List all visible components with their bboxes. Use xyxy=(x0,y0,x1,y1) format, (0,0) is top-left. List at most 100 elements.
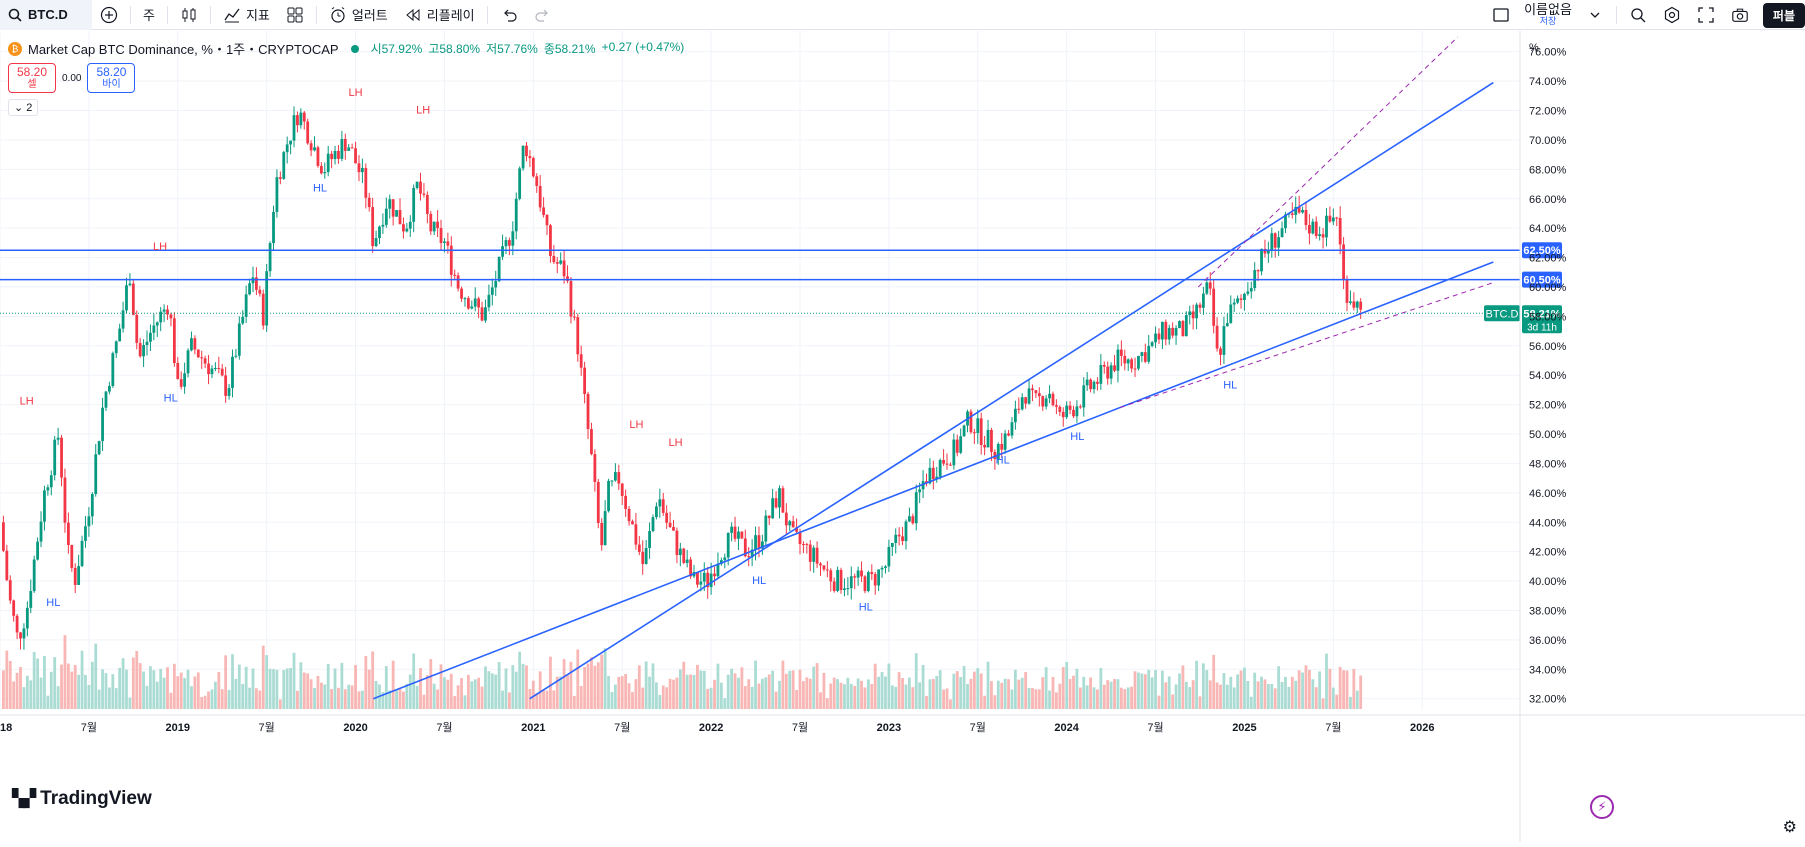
candle-body xyxy=(607,480,610,512)
candle-body xyxy=(521,145,525,169)
pivot-label: HL xyxy=(752,575,766,587)
volume-bar xyxy=(808,678,812,709)
volume-bar xyxy=(949,699,952,709)
countdown-label: 3d 11h xyxy=(1527,322,1557,333)
candle-body xyxy=(784,512,788,526)
candle-body xyxy=(111,353,115,386)
candle-body xyxy=(689,559,692,577)
indicators-collapse-button[interactable]: ⌄ 2 xyxy=(8,99,39,116)
candle-body xyxy=(856,570,860,578)
replay-button[interactable]: 리플레이 xyxy=(396,0,483,30)
indicators-button[interactable]: 지표 xyxy=(215,0,278,30)
candle-body xyxy=(1133,368,1137,370)
volume-bar xyxy=(514,671,518,709)
candle-body xyxy=(1041,396,1045,407)
candle-body xyxy=(1342,244,1345,280)
candle-body xyxy=(1024,397,1028,404)
volume-bar xyxy=(1345,670,1349,709)
candle-body xyxy=(22,628,26,639)
candle-body xyxy=(1345,279,1349,303)
pivot-label: LH xyxy=(669,437,683,449)
candle-body xyxy=(1181,321,1185,337)
candle-body xyxy=(631,521,634,525)
layout-toggle[interactable] xyxy=(1484,0,1518,30)
fullscreen-button[interactable] xyxy=(1689,0,1723,30)
candle-body xyxy=(316,147,320,166)
quick-search-button[interactable] xyxy=(1621,0,1655,30)
volume-bar xyxy=(186,669,190,709)
volume-bar xyxy=(1243,667,1246,709)
volume-bar xyxy=(1266,684,1270,709)
candle-body xyxy=(624,495,628,509)
bolt-icon[interactable]: ⚡ xyxy=(1590,795,1614,819)
volume-bar xyxy=(1075,668,1079,709)
candle-body xyxy=(576,317,580,355)
symbol-search[interactable]: BTC.D xyxy=(0,0,92,30)
candle-body xyxy=(1051,393,1055,406)
snapshot-button[interactable] xyxy=(1723,0,1757,30)
candle-body xyxy=(436,221,440,229)
tradingview-logo[interactable]: ▚▞ TradingView xyxy=(12,788,152,810)
layout-save[interactable]: 이름없음 저장 xyxy=(1518,3,1578,26)
candle-body xyxy=(644,547,648,564)
candle-body xyxy=(583,367,587,394)
candle-body xyxy=(795,527,798,532)
volume-bar xyxy=(70,671,74,709)
candle-body xyxy=(812,547,816,562)
candle-body xyxy=(1102,365,1106,367)
volume-bar xyxy=(569,661,573,709)
chart-canvas[interactable]: 62.50% 60.50% BTC.D 58.21% 3d 11h LH HL LH HL HL… xyxy=(0,31,1805,842)
compare-button[interactable] xyxy=(92,0,126,30)
pivot-labels: LH HL LH HL HL LH LH LH LH HL HL HL HL HL xyxy=(20,87,1238,614)
sell-button[interactable]: 58.20 셀 xyxy=(8,63,56,93)
volume-bar xyxy=(121,658,125,709)
buy-button[interactable]: 58.20 바이 xyxy=(87,63,136,93)
volume-bar xyxy=(343,689,347,709)
volume-bar xyxy=(959,677,963,709)
volume-bar xyxy=(1092,687,1096,709)
x-tick-label: 7월 xyxy=(614,721,630,734)
volume-bar xyxy=(1232,687,1236,709)
interval-button[interactable]: 주 xyxy=(135,0,163,30)
candle-body xyxy=(723,557,727,561)
candle-body xyxy=(952,439,956,466)
volume-bar xyxy=(1246,680,1250,709)
publish-button[interactable]: 퍼블 xyxy=(1762,2,1805,28)
volume-bar xyxy=(682,661,686,709)
chart-type-button[interactable] xyxy=(172,0,206,30)
candle-body xyxy=(94,454,98,494)
volume-bar xyxy=(904,684,908,709)
volume-bar xyxy=(1236,674,1240,709)
candle-body xyxy=(1266,250,1270,254)
undo-button[interactable] xyxy=(492,0,526,30)
volume-bar xyxy=(436,689,440,709)
volume-bar xyxy=(962,665,966,709)
chart-settings-button[interactable] xyxy=(1655,0,1689,30)
candle-body xyxy=(309,143,313,151)
volume-bar xyxy=(750,686,754,709)
volume-bar xyxy=(644,661,648,709)
chart-area[interactable]: 62.50% 60.50% BTC.D 58.21% 3d 11h LH HL LH HL HL… xyxy=(0,31,1805,842)
candle-body xyxy=(914,492,918,524)
camera-icon xyxy=(1731,6,1749,24)
candle-body xyxy=(1236,298,1240,303)
alerts-button[interactable]: 얼러트 xyxy=(321,0,396,30)
candle-body xyxy=(1178,321,1181,328)
volume-bar xyxy=(1027,687,1031,709)
legend-title[interactable]: Market Cap BTC Dominance, %・1주・CRYPTOCAP xyxy=(28,42,339,57)
volume-bar xyxy=(15,672,19,709)
candle-body xyxy=(1198,304,1202,308)
volume-bar xyxy=(531,680,535,709)
volume-bar xyxy=(812,666,816,709)
volume-bar xyxy=(1178,673,1181,709)
redo-button[interactable] xyxy=(526,0,560,30)
gear-icon[interactable]: ⚙ xyxy=(1782,819,1797,836)
candle-body xyxy=(1331,217,1335,222)
layout-menu-button[interactable] xyxy=(1578,0,1612,30)
layouts-button[interactable] xyxy=(278,0,312,30)
interval-label: 주 xyxy=(143,8,155,23)
candle-body xyxy=(1208,282,1212,289)
volume-bar xyxy=(473,679,477,709)
candle-body xyxy=(1113,365,1116,371)
volume-bar xyxy=(771,670,775,709)
